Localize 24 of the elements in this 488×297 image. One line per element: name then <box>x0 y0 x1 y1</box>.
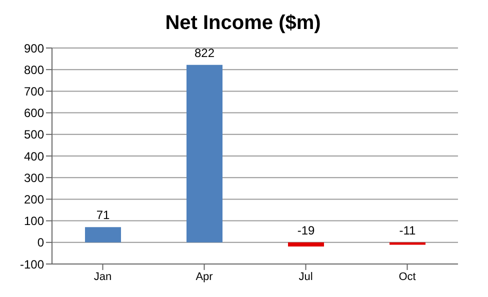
y-tick-label: -100 <box>20 257 44 272</box>
bar <box>186 64 222 242</box>
y-tick-label: 200 <box>24 192 44 206</box>
data-label: -11 <box>399 223 416 238</box>
y-tick-label: 100 <box>24 214 44 228</box>
y-tick-label: 400 <box>24 149 44 164</box>
x-tick-label: Oct <box>398 270 416 283</box>
data-label: 71 <box>96 208 110 222</box>
y-tick-label: 300 <box>24 170 44 185</box>
data-label: -19 <box>297 223 315 238</box>
x-tick-label: Jul <box>298 270 313 283</box>
bar <box>288 242 324 247</box>
y-tick-label: 500 <box>24 128 44 142</box>
y-tick-label: 600 <box>24 106 44 120</box>
y-tick-label: 0 <box>37 236 44 250</box>
y-tick-label: 900 <box>24 41 44 56</box>
bar <box>85 227 121 242</box>
data-label: 822 <box>194 46 215 60</box>
x-tick-label: Jan <box>94 270 112 283</box>
y-tick-label: 800 <box>24 62 44 77</box>
y-tick-label: 700 <box>24 84 44 98</box>
x-tick-label: Apr <box>196 270 214 283</box>
chart-title: Net Income ($m) <box>164 11 322 36</box>
bar <box>390 242 426 245</box>
